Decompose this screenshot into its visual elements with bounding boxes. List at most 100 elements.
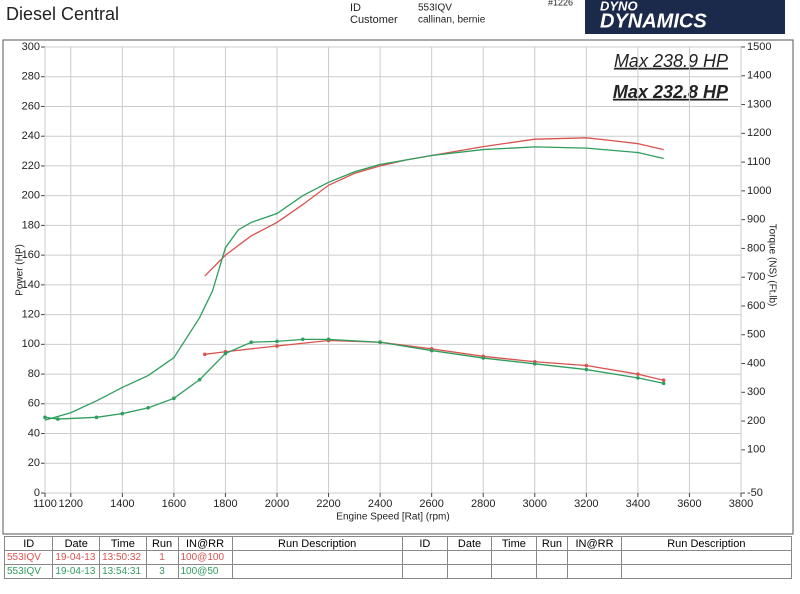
header-cell: ID <box>3 536 54 551</box>
cell <box>401 564 448 579</box>
y2-tick-label: 1500 <box>747 41 771 53</box>
point <box>203 352 207 357</box>
y2-tick-label: 800 <box>747 242 765 254</box>
y2-tick-label: 1200 <box>747 127 771 139</box>
y-tick-label: 20 <box>28 457 40 469</box>
header-cell: Time <box>99 536 147 551</box>
cell: 553IQV <box>3 550 54 565</box>
y-tick-label: 200 <box>22 190 40 202</box>
y2-tick-label: 1300 <box>747 98 771 110</box>
y-tick-label: 300 <box>22 41 40 53</box>
point <box>146 406 150 410</box>
point <box>584 367 589 372</box>
y-tick-label: 160 <box>22 249 40 261</box>
chart: Diesel Central ID 553IQV Customer callin… <box>2 0 794 535</box>
y-tick-label: 100 <box>22 338 40 350</box>
header-cell: Date <box>52 536 101 551</box>
cell <box>567 564 622 579</box>
point <box>56 417 60 421</box>
x-tick-label: 3000 <box>523 498 547 510</box>
x-tick-label: 2600 <box>419 498 443 510</box>
title: Diesel Central <box>6 4 119 24</box>
cell <box>535 550 569 565</box>
x-axis-label: Engine Speed [Rat] (rpm) <box>336 512 449 523</box>
x-tick-label: 3600 <box>677 498 701 510</box>
cell <box>620 564 793 579</box>
point <box>661 381 666 386</box>
cell: 100@100 <box>177 550 233 565</box>
y2-tick-label: 600 <box>747 300 765 312</box>
y2-tick-label: 300 <box>747 386 765 398</box>
run-row: 553IQV 19-04-13 13:54:31 3 100@50 <box>3 564 793 579</box>
y2-tick-label: 900 <box>747 214 765 226</box>
header-cell: Date <box>446 536 493 551</box>
point <box>378 340 382 345</box>
x-tick-label: 1600 <box>162 498 186 510</box>
header-cell: Time <box>491 536 537 551</box>
cell <box>446 564 493 579</box>
customer: callinan, bernie <box>418 15 486 26</box>
x-tick-label: 2200 <box>316 498 340 510</box>
cell <box>231 550 403 565</box>
point <box>429 348 434 353</box>
point <box>94 415 99 420</box>
cell: 553IQV <box>3 564 54 579</box>
y-tick-label: 60 <box>28 398 40 410</box>
cell <box>535 564 569 579</box>
cell: 13:54:31 <box>99 564 147 579</box>
y-tick-label: 120 <box>22 309 40 321</box>
point <box>636 372 640 376</box>
series-line <box>44 338 664 420</box>
cell <box>620 550 793 565</box>
point <box>300 337 305 342</box>
cell: 3 <box>145 564 179 579</box>
point <box>120 411 125 416</box>
cell <box>231 564 403 579</box>
cell <box>446 550 493 565</box>
point <box>249 340 254 345</box>
y-tick-label: 0 <box>34 487 40 499</box>
point <box>275 344 279 348</box>
y-tick-label: 140 <box>22 279 40 291</box>
cell: 13:50:32 <box>99 550 147 565</box>
cell <box>491 564 537 579</box>
id-label: ID <box>350 2 361 14</box>
point <box>532 362 537 366</box>
y-tick-label: 260 <box>22 100 40 112</box>
y2-tick-label: 700 <box>747 271 765 283</box>
cell <box>401 550 448 565</box>
header-row: ID Date Time Run IN@RR Run Description ID Date T… <box>3 536 793 551</box>
x-tick-label: 1200 <box>59 498 83 510</box>
x-tick-label: 3200 <box>574 498 598 510</box>
cell <box>567 550 622 565</box>
header-cell: Run Description <box>231 536 403 551</box>
x-tick-label: 3800 <box>729 498 753 510</box>
point <box>584 363 589 368</box>
x-tick-label: 2000 <box>265 498 289 510</box>
point <box>223 351 228 356</box>
number: #1226 <box>548 0 573 7</box>
y2-tick-label: 500 <box>747 329 765 341</box>
header-cell: IN@RR <box>177 536 233 551</box>
cell <box>491 550 537 565</box>
logo-bg <box>585 0 785 34</box>
x-tick-label: 1800 <box>213 498 237 510</box>
header-cell: Run <box>145 536 179 551</box>
point <box>636 376 640 380</box>
x-tick-label: 2400 <box>368 498 392 510</box>
x-tick-label: 3400 <box>626 498 650 510</box>
point <box>326 337 331 342</box>
header-cell: ID <box>401 536 448 551</box>
y-tick-label: 40 <box>28 427 40 439</box>
annotation: Max 238.9 HP <box>614 51 728 71</box>
header-cell: Run Description <box>620 536 793 551</box>
point <box>481 356 486 360</box>
y-tick-label: 240 <box>22 130 40 142</box>
point <box>43 415 47 420</box>
cell: 1 <box>145 550 179 565</box>
series-line <box>204 137 664 277</box>
y2-tick-label: 200 <box>747 415 765 427</box>
x-tick-label: 2800 <box>471 498 495 510</box>
x-tick-label: 1400 <box>110 498 134 510</box>
